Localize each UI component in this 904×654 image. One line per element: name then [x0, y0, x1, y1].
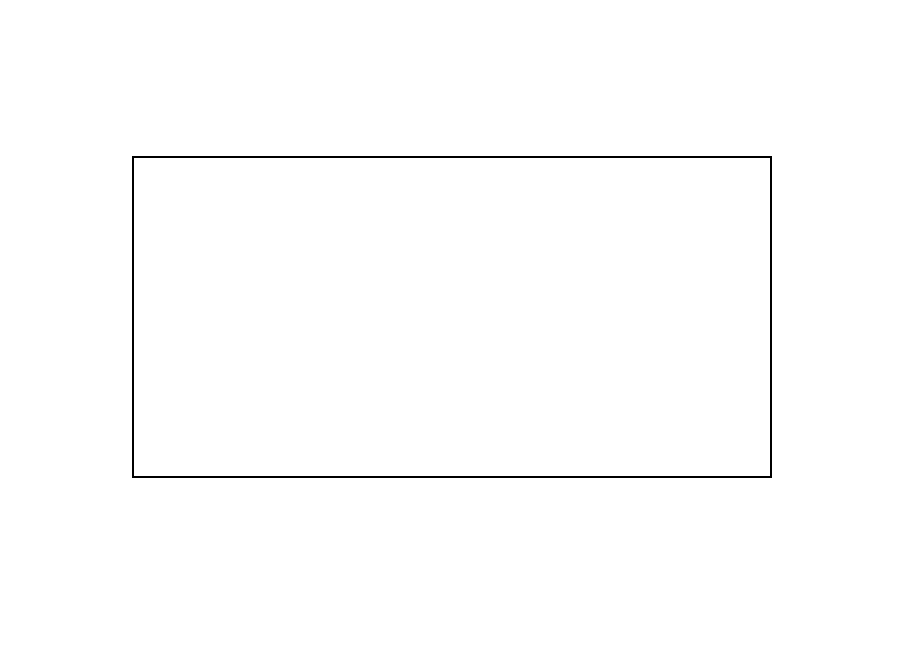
colorbar	[785, 200, 904, 515]
plot-area	[132, 156, 772, 478]
temperature-field-canvas	[134, 158, 770, 476]
